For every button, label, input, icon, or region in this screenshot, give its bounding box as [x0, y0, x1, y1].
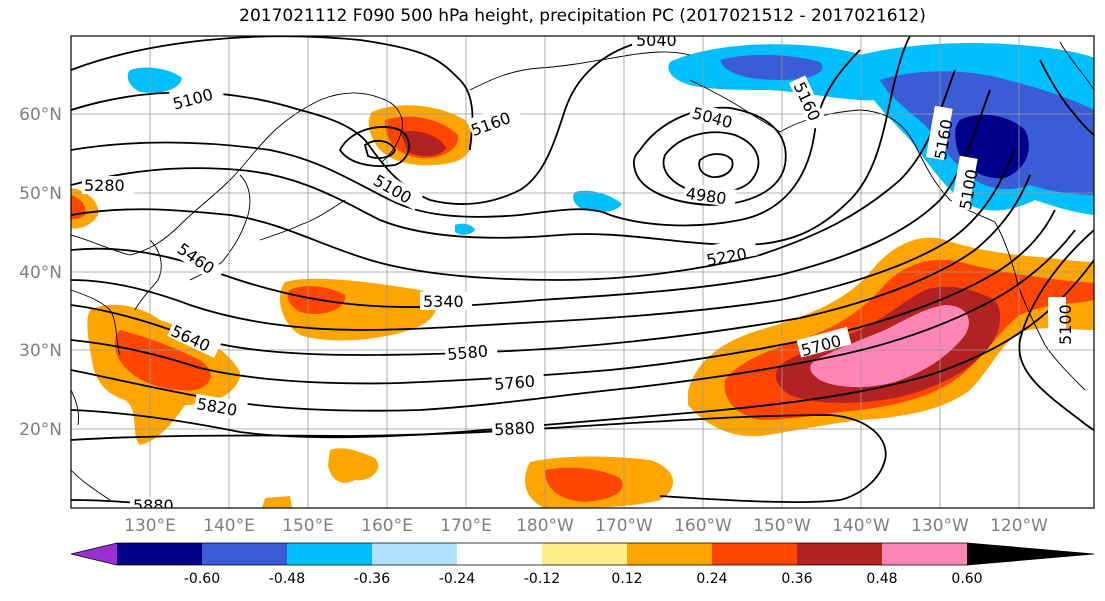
lon-label: 170°E — [440, 516, 492, 536]
contour-label: 5040 — [636, 31, 677, 50]
contour-label: 5880 — [494, 418, 536, 439]
longitude-axis: 130°E 140°E 150°E 160°E 170°E 180°W 170°… — [124, 516, 1048, 536]
contour-label: 5760 — [493, 372, 535, 394]
colorbar: -0.60 -0.48 -0.36 -0.24 -0.12 0.12 0.24 … — [70, 542, 1095, 587]
lon-label: 160°W — [674, 516, 732, 536]
lon-label: 140°W — [832, 516, 890, 536]
colorbar-tick-label: 0.36 — [781, 571, 812, 587]
lat-label: 20°N — [19, 420, 62, 440]
colorbar-segment — [542, 543, 627, 565]
colorbar-tick-label: -0.60 — [184, 571, 220, 587]
lat-label: 60°N — [19, 105, 62, 125]
lon-label: 170°W — [595, 516, 653, 536]
colorbar-segment — [287, 543, 372, 565]
map-plot-area: 5040 5100 5160 5040 5160 5280 5100 4980 … — [71, 31, 1094, 515]
latitude-axis: 60°N 50°N 40°N 30°N 20°N — [19, 105, 62, 440]
colorbar-tick-label: -0.24 — [439, 571, 475, 587]
precip-positive-east — [688, 237, 1094, 437]
lon-label: 130°W — [911, 516, 969, 536]
contour-label: 5880 — [133, 496, 174, 515]
colorbar-tick-label: 0.60 — [951, 571, 982, 587]
lon-label: 120°W — [990, 516, 1048, 536]
colorbar-segment — [797, 543, 882, 565]
colorbar-segment — [457, 543, 542, 565]
colorbar-segment — [712, 543, 797, 565]
lon-label: 150°W — [753, 516, 811, 536]
colorbar-tick-label: 0.12 — [611, 571, 642, 587]
lon-label: 130°E — [124, 516, 176, 536]
colorbar-segment — [202, 543, 287, 565]
lat-label: 50°N — [19, 184, 62, 204]
contour-label: 5580 — [446, 341, 488, 363]
colorbar-segment — [372, 543, 457, 565]
lat-label: 40°N — [19, 263, 62, 283]
lon-label: 160°E — [361, 516, 413, 536]
lon-label: 180°W — [516, 516, 574, 536]
colorbar-tick-label: 0.24 — [696, 571, 727, 587]
contour-label: 5100 — [1056, 304, 1075, 345]
contour-label: 5280 — [84, 176, 125, 195]
colorbar-extend-low — [71, 543, 117, 565]
colorbar-segment — [117, 543, 202, 565]
colorbar-tick-label: -0.12 — [524, 571, 560, 587]
colorbar-tick-label: 0.48 — [866, 571, 897, 587]
colorbar-tick-label: -0.48 — [269, 571, 305, 587]
gridlines — [71, 36, 1094, 508]
colorbar-tick-label: -0.36 — [354, 571, 390, 587]
contour-label: 5340 — [423, 292, 464, 311]
colorbar-segment — [627, 543, 712, 565]
lon-label: 150°E — [282, 516, 334, 536]
contour-labels: 5040 5100 5160 5040 5160 5280 5100 4980 … — [82, 31, 1075, 515]
lon-label: 140°E — [203, 516, 255, 536]
lat-label: 30°N — [19, 341, 62, 361]
map-frame — [70, 35, 1095, 509]
coastlines — [71, 41, 1094, 501]
map-title: 2017021112 F090 500 hPa height, precipit… — [239, 6, 926, 26]
colorbar-segment — [882, 543, 967, 565]
colorbar-extend-high — [967, 543, 1094, 565]
